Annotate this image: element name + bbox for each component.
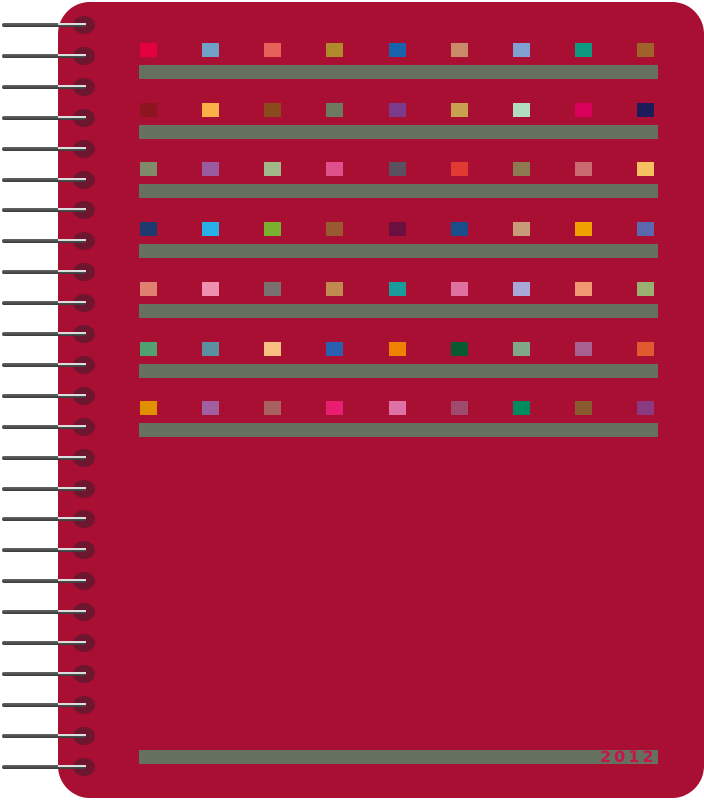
binding-wire xyxy=(2,270,86,275)
color-swatch xyxy=(389,341,406,356)
color-swatch xyxy=(637,43,654,57)
binding-wire xyxy=(2,301,86,306)
color-swatch xyxy=(264,102,281,117)
binding-wire xyxy=(2,239,86,244)
stripe-bar xyxy=(139,184,658,199)
color-swatch xyxy=(202,162,219,177)
color-swatch xyxy=(326,162,343,177)
stripe-bar xyxy=(139,124,658,139)
color-swatch xyxy=(513,162,530,177)
color-swatch xyxy=(202,341,219,356)
notebook-cover xyxy=(58,2,704,798)
color-swatch xyxy=(140,281,157,296)
color-swatch xyxy=(637,281,654,296)
binding-wire xyxy=(2,23,86,27)
color-swatch xyxy=(264,222,281,237)
color-swatch xyxy=(326,401,343,416)
color-swatch xyxy=(389,281,406,296)
color-swatch xyxy=(513,401,530,416)
color-swatch xyxy=(202,281,219,296)
color-swatch xyxy=(264,281,281,296)
color-swatch xyxy=(389,222,406,237)
color-swatch xyxy=(202,401,219,416)
color-swatch xyxy=(637,401,654,416)
color-swatch xyxy=(140,222,157,237)
binding-wire xyxy=(2,517,86,522)
binding-wire xyxy=(2,362,86,367)
color-swatch xyxy=(513,281,530,296)
binding-wire xyxy=(2,115,86,120)
binding-wire xyxy=(2,764,86,769)
color-swatch xyxy=(326,43,343,57)
year-label: 2012 xyxy=(600,747,657,766)
color-swatch xyxy=(140,102,157,117)
binding-wire xyxy=(2,579,86,584)
color-swatch xyxy=(202,43,219,57)
color-swatch xyxy=(637,102,654,117)
color-swatch xyxy=(389,401,406,416)
stripe-bar xyxy=(139,244,658,259)
color-swatch xyxy=(140,162,157,177)
color-swatch xyxy=(140,43,157,57)
color-swatch xyxy=(264,43,281,57)
color-swatch xyxy=(575,43,592,57)
binding-wire xyxy=(2,146,86,151)
binding-wire xyxy=(2,53,86,58)
color-swatch xyxy=(451,43,468,57)
binding-wire xyxy=(2,455,86,460)
binding-wire xyxy=(2,733,86,738)
binding-wire xyxy=(2,332,86,336)
color-swatch xyxy=(389,162,406,177)
color-swatch xyxy=(389,43,406,57)
binding-wire xyxy=(2,208,86,213)
binding-wire xyxy=(2,486,86,491)
color-swatch xyxy=(575,401,592,416)
stripe-bar xyxy=(139,303,658,318)
bottom-bar xyxy=(139,750,658,764)
color-swatch xyxy=(451,401,468,416)
color-swatch xyxy=(575,102,592,117)
stripe-bar xyxy=(139,423,658,438)
stripe-bar xyxy=(139,65,658,79)
color-swatch xyxy=(140,341,157,356)
color-swatch xyxy=(637,162,654,177)
color-swatch xyxy=(202,222,219,237)
color-swatch xyxy=(575,222,592,237)
color-swatch xyxy=(451,102,468,117)
binding-wire xyxy=(2,84,86,89)
color-swatch xyxy=(264,401,281,416)
binding-wire xyxy=(2,393,86,398)
color-swatch xyxy=(513,43,530,57)
color-swatch xyxy=(326,341,343,356)
binding-wire xyxy=(2,610,86,615)
color-swatch xyxy=(575,281,592,296)
color-swatch xyxy=(451,281,468,296)
binding-wire xyxy=(2,671,86,676)
color-swatch xyxy=(513,102,530,117)
color-swatch xyxy=(637,341,654,356)
color-swatch xyxy=(513,341,530,356)
color-swatch xyxy=(326,222,343,237)
color-swatch xyxy=(575,341,592,356)
color-swatch xyxy=(202,102,219,117)
stripe-bar xyxy=(139,363,658,378)
color-swatch xyxy=(264,341,281,356)
color-swatch xyxy=(140,401,157,416)
binding-wire xyxy=(2,548,86,553)
color-swatch xyxy=(326,281,343,296)
binding-wire xyxy=(2,702,86,707)
binding-wire xyxy=(2,424,86,429)
color-swatch xyxy=(451,222,468,237)
color-swatch xyxy=(451,341,468,356)
color-swatch xyxy=(513,222,530,237)
color-swatch xyxy=(451,162,468,177)
binding-wire xyxy=(2,177,86,182)
binding-wire xyxy=(2,641,86,645)
color-swatch xyxy=(389,102,406,117)
color-swatch xyxy=(575,162,592,177)
color-swatch xyxy=(264,162,281,177)
color-swatch xyxy=(637,222,654,237)
color-swatch xyxy=(326,102,343,117)
